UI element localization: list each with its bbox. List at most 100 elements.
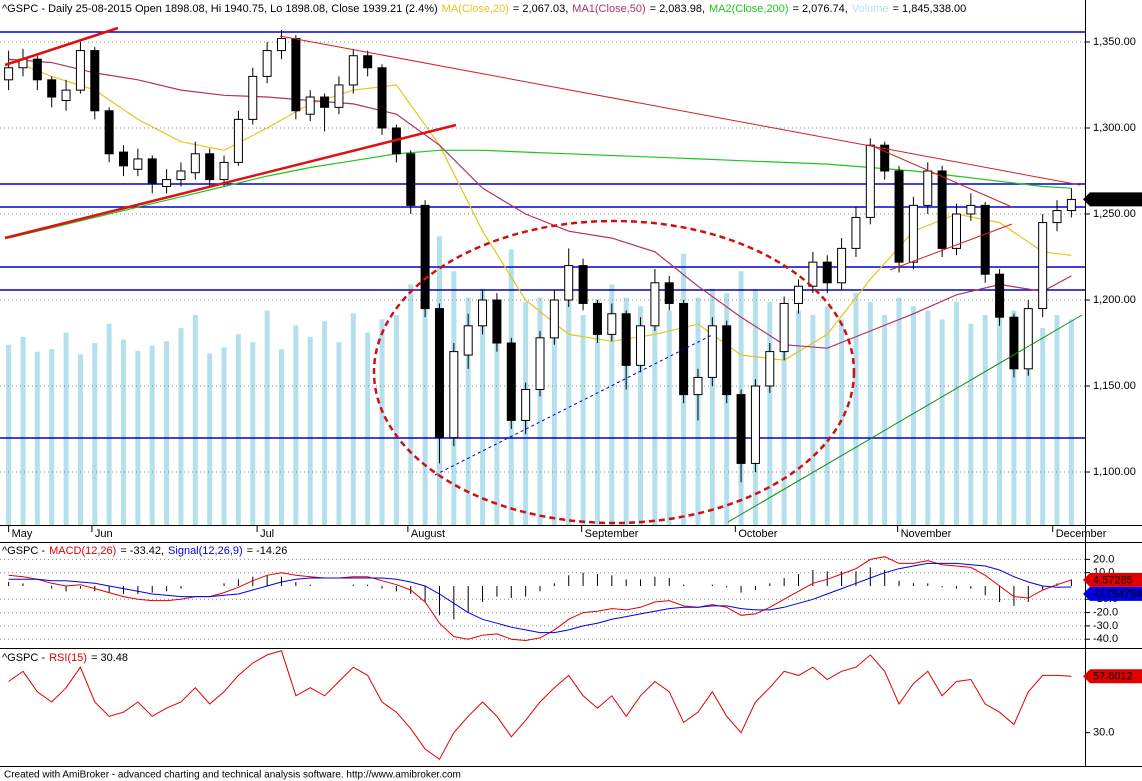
volume-bar bbox=[882, 315, 888, 525]
volume-bar bbox=[192, 315, 198, 525]
volume-bar bbox=[307, 336, 313, 525]
x-tick-label: October bbox=[738, 528, 777, 540]
candle-body bbox=[363, 55, 373, 69]
candle-body bbox=[894, 170, 904, 263]
candle-body bbox=[291, 38, 301, 112]
candle-body bbox=[607, 313, 617, 335]
candle-body bbox=[722, 325, 732, 396]
volume-bar bbox=[350, 313, 356, 525]
volume-bar bbox=[408, 284, 414, 525]
x-tick-label: November bbox=[901, 528, 952, 540]
candle-body bbox=[851, 216, 861, 249]
last-value-box bbox=[1083, 669, 1142, 684]
legend-name: Signal(12,26,9) bbox=[168, 545, 243, 557]
trendline bbox=[889, 223, 1013, 271]
candle-body bbox=[564, 265, 574, 301]
axis-layer: 1,100.00 1,150.00 1,200.00 1,250.00 1,300.00… bbox=[8, 36, 1142, 739]
x-tick-label: December bbox=[1056, 528, 1107, 540]
candle-body bbox=[923, 170, 933, 206]
volume-bar bbox=[278, 349, 284, 525]
volume-bar bbox=[1040, 328, 1046, 525]
last-value-label: -0.754754 bbox=[1093, 588, 1142, 600]
legend-value: = 2,067.03, bbox=[513, 3, 568, 15]
candle-body bbox=[1052, 210, 1062, 224]
candle-body bbox=[549, 299, 559, 339]
legend-value: = 1,845,338.00 bbox=[893, 3, 967, 15]
volume-bar bbox=[379, 319, 385, 525]
candle-body bbox=[908, 204, 918, 263]
macd-header: ^GSPC - MACD(12,26) = -33.42, Signal(12,26,… bbox=[2, 545, 287, 557]
volume-bar bbox=[939, 319, 945, 525]
candle-body bbox=[4, 67, 14, 81]
volume-bar bbox=[609, 284, 615, 525]
volume-bar bbox=[178, 328, 184, 525]
volume-bar bbox=[638, 306, 644, 525]
candle-body bbox=[104, 110, 114, 155]
candle-body bbox=[176, 170, 186, 181]
last-value-label: 57.6012 bbox=[1093, 671, 1133, 683]
volume-bar bbox=[982, 315, 988, 525]
candle-body bbox=[966, 204, 976, 215]
volume-bar bbox=[494, 310, 500, 525]
y-tick-label: 20.0 bbox=[1093, 553, 1114, 565]
volume-bar bbox=[910, 306, 916, 525]
volume-bar bbox=[724, 293, 730, 525]
volume-bar bbox=[1011, 310, 1017, 525]
x-tick-label: August bbox=[411, 528, 445, 540]
volume-bar bbox=[709, 288, 715, 525]
volume-bar bbox=[953, 301, 959, 525]
volume-bar bbox=[49, 349, 55, 525]
legend-value: = 2,083.98, bbox=[650, 3, 705, 15]
trendlines bbox=[4, 26, 1083, 525]
y-tick-label: 1,150.00 bbox=[1093, 380, 1136, 392]
x-tick-label: Jun bbox=[95, 528, 113, 540]
candle-body bbox=[420, 204, 430, 310]
legend-name: RSI(15) bbox=[49, 652, 87, 664]
volume-bar bbox=[250, 342, 256, 525]
volume-bar bbox=[365, 332, 371, 525]
legend-name: MA(Close,20) bbox=[442, 3, 509, 15]
y-tick-label: 1,250.00 bbox=[1093, 208, 1136, 220]
candle-body bbox=[880, 144, 890, 172]
candle-body bbox=[650, 282, 660, 327]
y-tick-label: -30.0 bbox=[1093, 620, 1118, 632]
candle-body bbox=[707, 325, 717, 378]
volume-bar bbox=[580, 315, 586, 525]
legend-value: = -33.42, bbox=[120, 545, 164, 557]
candle-body bbox=[90, 50, 100, 112]
volume-bar bbox=[767, 301, 773, 525]
volume-bar bbox=[92, 343, 98, 525]
candle-body bbox=[449, 351, 459, 439]
candle-body bbox=[837, 247, 847, 284]
volume-bar bbox=[393, 315, 399, 525]
legend-name: MA1(Close,50) bbox=[572, 3, 645, 15]
y-tick-label: 1,300.00 bbox=[1093, 122, 1136, 134]
candle-body bbox=[1038, 222, 1048, 310]
drawings bbox=[0, 31, 1085, 439]
header-title: ^GSPC - bbox=[2, 545, 45, 557]
volume-bar bbox=[221, 347, 227, 525]
volume-bar bbox=[293, 325, 299, 525]
volume-bar bbox=[235, 334, 241, 525]
last-value-box bbox=[1083, 192, 1142, 207]
y-tick-label: 1,200.00 bbox=[1093, 294, 1136, 306]
volume-bar bbox=[63, 332, 69, 525]
volume-bar bbox=[6, 344, 12, 525]
rsi-layer bbox=[8, 650, 1072, 761]
x-tick-label: Jul bbox=[260, 528, 274, 540]
volume-bar bbox=[925, 310, 931, 525]
candle-body bbox=[32, 58, 42, 81]
y-tick-label: 1,100.00 bbox=[1093, 466, 1136, 478]
candle-body bbox=[119, 151, 129, 167]
candle-body bbox=[61, 89, 71, 101]
trendline bbox=[869, 144, 1013, 208]
volume-bar bbox=[121, 339, 127, 525]
candle-body bbox=[262, 50, 272, 77]
candle-body bbox=[621, 313, 631, 366]
volume-bar bbox=[264, 310, 270, 525]
candle-body bbox=[750, 385, 760, 464]
trendline bbox=[4, 123, 457, 240]
candle-body bbox=[664, 282, 674, 304]
last-value-label: 4.57285 bbox=[1093, 574, 1133, 586]
volume-bar bbox=[1068, 319, 1074, 525]
